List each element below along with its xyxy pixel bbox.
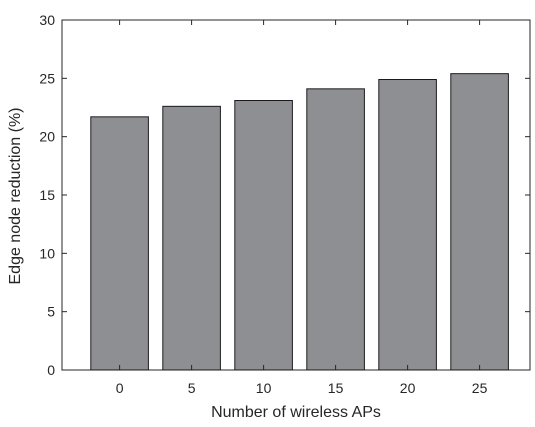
bar-20 <box>378 79 437 371</box>
x-tick-label: 25 <box>472 380 488 396</box>
bar-15 <box>306 88 365 371</box>
y-tick-label: 20 <box>39 129 55 145</box>
x-tick-label: 0 <box>116 380 124 396</box>
y-tick-label: 30 <box>39 12 55 28</box>
bar-5 <box>162 105 221 371</box>
y-tick-label: 15 <box>39 187 55 203</box>
bars <box>90 73 509 371</box>
x-axis-label: Number of wireless APs <box>211 404 381 421</box>
x-axis-ticks: 0 5 10 15 20 25 <box>116 20 488 396</box>
y-tick-label: 10 <box>39 245 55 261</box>
bar-10 <box>234 100 293 371</box>
x-tick-label: 20 <box>400 380 416 396</box>
y-tick-label: 0 <box>47 362 55 378</box>
y-axis-label: Edge node reduction (%) <box>7 108 24 285</box>
x-tick-label: 10 <box>256 380 272 396</box>
y-tick-label: 5 <box>47 304 55 320</box>
x-tick-label: 5 <box>188 380 196 396</box>
y-axis-ticks: 0 5 10 15 20 25 30 <box>39 12 530 378</box>
x-tick-label: 15 <box>328 380 344 396</box>
bar-0 <box>90 116 149 371</box>
bar-25 <box>450 73 509 371</box>
y-tick-label: 25 <box>39 70 55 86</box>
